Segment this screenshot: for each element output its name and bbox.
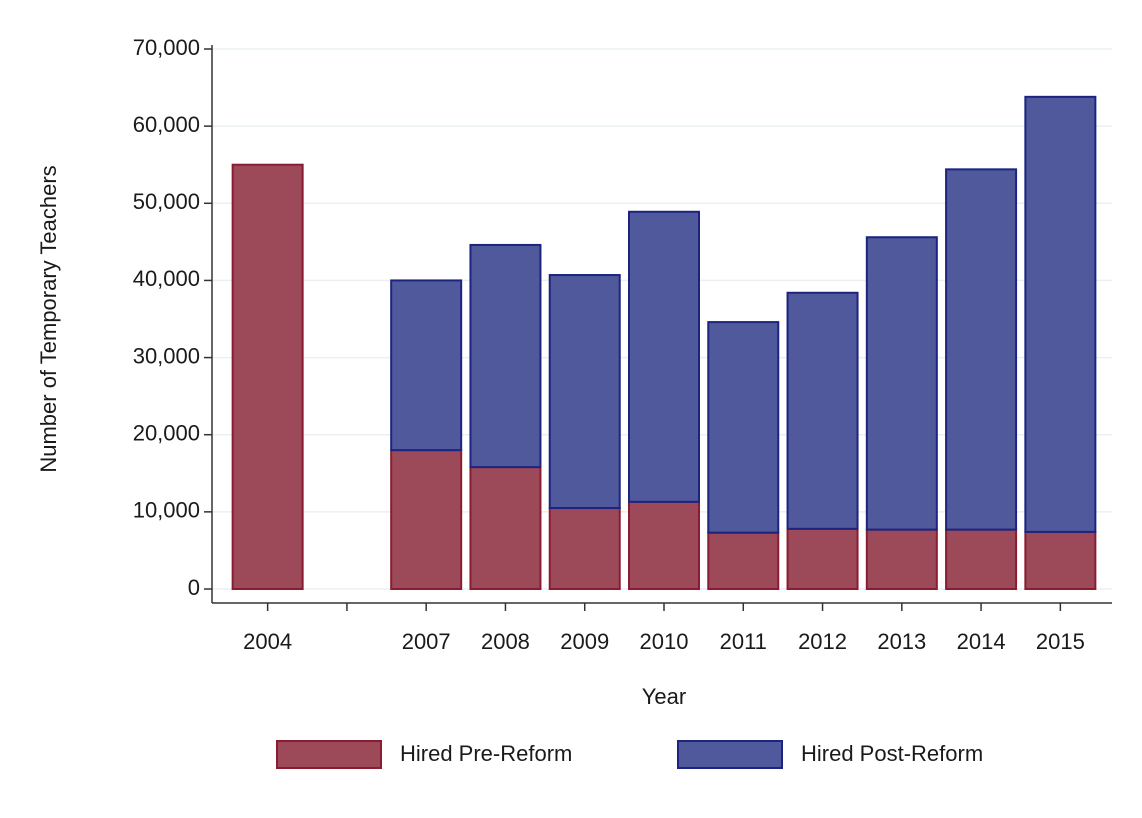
y-tick-label: 0 — [188, 575, 200, 600]
y-tick-label: 70,000 — [133, 35, 200, 60]
legend-swatch — [677, 740, 783, 769]
bar — [786, 527, 859, 590]
legend-label: Hired Pre-Reform — [400, 741, 572, 766]
bar — [628, 210, 700, 503]
y-tick-label: 10,000 — [133, 498, 200, 523]
x-tick-label: 2010 — [640, 629, 689, 654]
x-axis-title: Year — [642, 684, 686, 709]
bar — [390, 279, 463, 452]
x-tick-label: 2008 — [481, 629, 530, 654]
bar — [945, 528, 1018, 590]
x-tick-label: 2015 — [1036, 629, 1085, 654]
y-tick-label: 40,000 — [133, 266, 200, 291]
x-tick-label: 2014 — [957, 629, 1006, 654]
x-tick-label: 2012 — [798, 629, 847, 654]
bar — [548, 274, 621, 509]
y-tick-label: 50,000 — [133, 189, 200, 214]
bar — [865, 236, 938, 531]
bar — [945, 168, 1018, 531]
bar — [865, 528, 938, 590]
x-tick-label: 2004 — [243, 629, 292, 654]
bar — [469, 243, 542, 469]
y-axis-title: Number of Temporary Teachers — [36, 165, 61, 472]
bar — [390, 449, 463, 590]
bar — [786, 291, 859, 530]
y-tick-label: 20,000 — [133, 421, 200, 446]
legend-label: Hired Post-Reform — [801, 741, 983, 766]
bar — [548, 507, 621, 590]
x-tick-label: 2013 — [877, 629, 926, 654]
x-tick-label: 2009 — [560, 629, 609, 654]
x-tick-label: 2011 — [720, 629, 767, 654]
legend-swatch — [276, 740, 382, 769]
bar — [231, 163, 304, 590]
bar — [628, 500, 700, 591]
bar — [469, 466, 542, 590]
bar — [707, 321, 780, 534]
bar — [707, 531, 780, 591]
bar — [1024, 95, 1097, 533]
bar — [1024, 530, 1097, 591]
y-tick-label: 30,000 — [133, 343, 200, 368]
y-tick-label: 60,000 — [133, 112, 200, 137]
x-tick-label: 2007 — [402, 629, 451, 654]
